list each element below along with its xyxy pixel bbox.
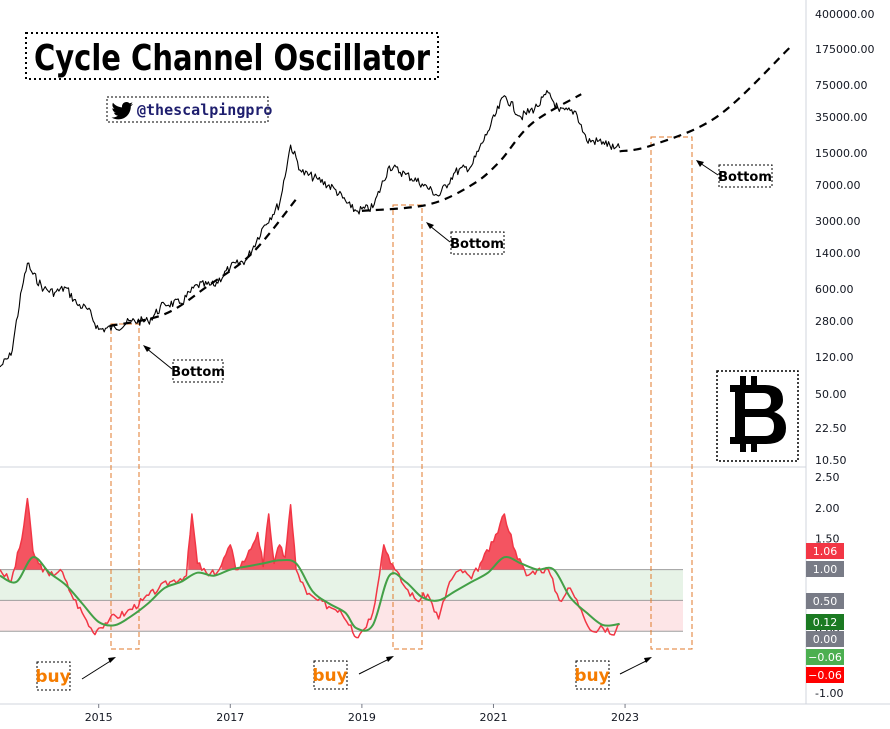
price-layer <box>0 47 791 368</box>
chart-title: Cycle Channel Oscillator <box>34 38 430 79</box>
price-tick-label: 10.50 <box>815 454 847 467</box>
price-tick-label: 35000.00 <box>815 111 868 124</box>
oscillator-bands <box>0 569 683 632</box>
value-tag <box>806 631 844 647</box>
price-tick-label: 50.00 <box>815 388 847 401</box>
overbought-fill <box>15 498 549 570</box>
price-tick-label: 75000.00 <box>815 79 868 92</box>
buy-annotation-3: buy <box>574 657 652 690</box>
bottom-label: Bottom <box>450 237 504 252</box>
value-tag <box>806 561 844 577</box>
chart-title-box: Cycle Channel Oscillator <box>25 32 439 80</box>
signal-line <box>0 555 620 632</box>
price-tick-label: 600.00 <box>815 283 854 296</box>
bitcoin-logo-box <box>716 370 799 462</box>
time-tick-labels: 2015 2017 2019 2021 2023 <box>85 704 639 724</box>
oscillator-value-tags: 1.06 1.00 0.50 0.12 0.00 −0.06 −0.06 <box>806 543 844 683</box>
buy-annotation-1: buy <box>35 657 116 691</box>
price-tick-label: 400000.00 <box>815 8 875 21</box>
price-tick-label: 7000.00 <box>815 179 861 192</box>
price-line <box>0 89 621 368</box>
buy-label: buy <box>312 666 347 686</box>
price-tick-label: 280.00 <box>815 315 854 328</box>
bottom-label: Bottom <box>171 365 225 380</box>
buy-annotation-2: buy <box>312 656 394 690</box>
bottom-annotation-3: Bottom <box>696 160 773 188</box>
value-tag <box>806 649 844 665</box>
value-tag <box>806 543 844 559</box>
price-tick-label: 175000.00 <box>815 43 875 56</box>
value-tag-label: 0.12 <box>813 616 838 629</box>
oscillator-line <box>0 497 621 639</box>
bottom-annotation-2: Bottom <box>426 222 505 255</box>
cycle-curve-1 <box>109 198 297 328</box>
value-tag-label: −0.06 <box>808 651 842 664</box>
neutral-band-red <box>0 600 683 632</box>
value-tag-label: 1.00 <box>813 563 838 576</box>
value-tag <box>806 614 844 630</box>
oscillator-tick-label: -1.00 <box>815 687 843 700</box>
value-tag-label: −0.06 <box>808 669 842 682</box>
time-tick-label: 2015 <box>85 711 113 724</box>
cycle-curve-2 <box>361 93 582 212</box>
price-tick-label: 15000.00 <box>815 147 868 160</box>
value-tag <box>806 593 844 609</box>
oscillator-layer <box>0 497 621 639</box>
bitcoin-icon <box>730 376 786 452</box>
twitter-bird-icon <box>111 101 133 120</box>
price-tick-label: 120.00 <box>815 351 854 364</box>
buy-label: buy <box>574 666 609 686</box>
time-tick-label: 2019 <box>348 711 376 724</box>
cycle-boxes <box>110 136 693 650</box>
value-tag <box>806 667 844 683</box>
handle-box: @thescalpingpro <box>106 96 272 123</box>
price-tick-label: 22.50 <box>815 422 847 435</box>
oscillator-tick-label: 1.50 <box>815 533 840 546</box>
cycle-box-3 <box>650 136 693 650</box>
bottom-label: Bottom <box>718 170 772 185</box>
twitter-handle: @thescalpingpro <box>137 101 272 119</box>
neutral-band-green <box>0 569 683 601</box>
time-tick-label: 2021 <box>479 711 507 724</box>
oscillator-tick-label: 2.00 <box>815 502 840 515</box>
value-tag-label: 0.00 <box>813 633 838 646</box>
cycle-box-2 <box>392 204 423 650</box>
time-tick-label: 2023 <box>611 711 639 724</box>
cycle-curve-3 <box>619 47 791 153</box>
oscillator-tick-label: 2.50 <box>815 471 840 484</box>
price-tick-label: 3000.00 <box>815 215 861 228</box>
value-tag-label: 0.50 <box>813 595 838 608</box>
bottom-annotation-1: Bottom <box>143 345 225 383</box>
buy-label: buy <box>35 667 70 687</box>
value-tag-label: 1.06 <box>813 545 838 558</box>
price-tick-label: 1400.00 <box>815 247 861 260</box>
price-tick-labels: 400000.00 175000.00 75000.00 35000.00 15000.… <box>815 8 875 467</box>
time-tick-label: 2017 <box>216 711 244 724</box>
